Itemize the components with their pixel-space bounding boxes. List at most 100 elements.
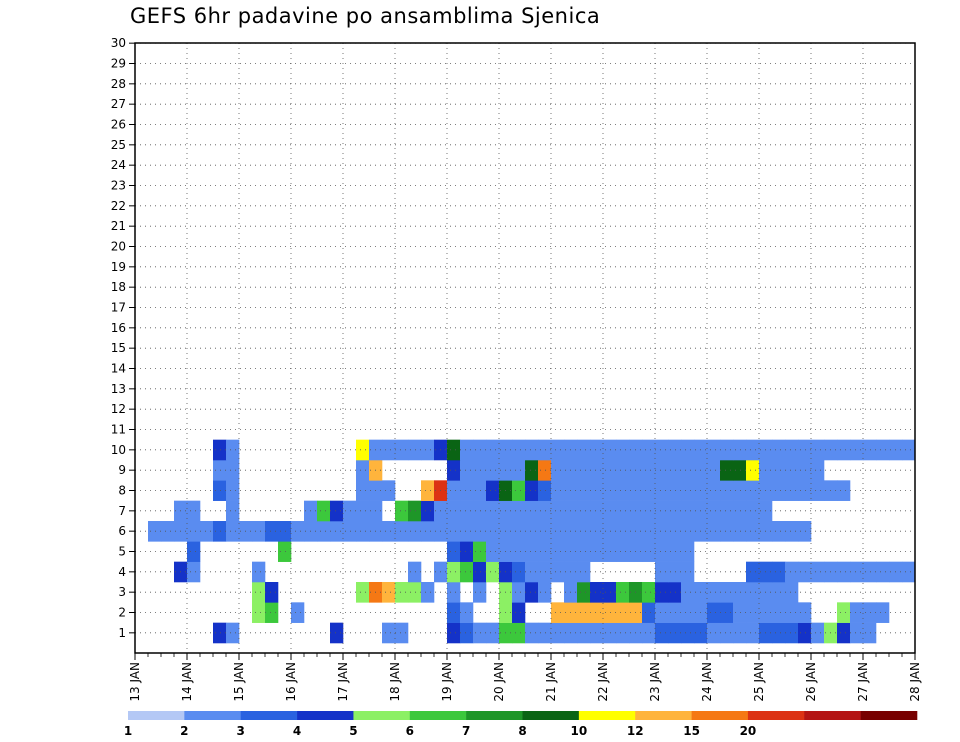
- heatmap-cell: [382, 439, 396, 461]
- heatmap-cell: [616, 541, 630, 562]
- colorbar-swatch: [635, 711, 692, 720]
- heatmap-cell: [551, 460, 565, 481]
- heatmap-cell: [668, 521, 682, 542]
- y-tick-label: 12: [111, 402, 126, 416]
- heatmap-cell: [655, 439, 669, 461]
- heatmap-cell: [525, 500, 539, 522]
- y-tick-label: 18: [111, 280, 126, 294]
- heatmap-cell: [421, 521, 435, 542]
- heatmap-cell: [512, 521, 526, 542]
- heatmap-cell: [551, 561, 565, 583]
- heatmap-cell: [785, 460, 799, 481]
- heatmap-cell: [447, 480, 461, 501]
- heatmap-cell: [226, 480, 240, 501]
- heatmap-cell: [850, 439, 864, 461]
- heatmap-cell: [291, 602, 305, 623]
- heatmap-cell: [213, 480, 227, 501]
- x-tick-label: 18 JAN: [388, 662, 402, 702]
- heatmap-cell: [590, 541, 604, 562]
- heatmap-cell: [681, 602, 695, 623]
- heatmap-cell: [525, 582, 539, 603]
- heatmap-cell: [681, 460, 695, 481]
- colorbar-swatch: [747, 711, 805, 720]
- heatmap-cell: [447, 500, 461, 522]
- heatmap-cell: [148, 521, 162, 542]
- heatmap-cell: [681, 622, 695, 644]
- heatmap-cell: [681, 500, 695, 522]
- heatmap-cell: [187, 500, 201, 522]
- heatmap-cell: [668, 541, 682, 562]
- colorbar-swatch: [522, 711, 580, 720]
- heatmap-cell: [603, 582, 617, 603]
- heatmap-cell: [707, 480, 721, 501]
- heatmap-cell: [486, 460, 500, 481]
- heatmap-cell: [876, 602, 890, 623]
- heatmap-cell: [213, 439, 227, 461]
- heatmap-cell: [265, 521, 279, 542]
- heatmap-cell: [460, 541, 474, 562]
- heatmap-cell: [551, 541, 565, 562]
- heatmap-cell: [161, 521, 175, 542]
- colorbar-swatch: [578, 711, 636, 720]
- heatmap-cell: [460, 439, 474, 461]
- heatmap-cell: [616, 460, 630, 481]
- heatmap-cell: [863, 561, 877, 583]
- heatmap-cell: [616, 622, 630, 644]
- heatmap-cell: [447, 460, 461, 481]
- heatmap-cell: [681, 480, 695, 501]
- heatmap-cell: [395, 439, 409, 461]
- heatmap-cell: [837, 480, 851, 501]
- heatmap-cell: [707, 582, 721, 603]
- heatmap-cell: [486, 480, 500, 501]
- heatmap-cell: [187, 521, 201, 542]
- heatmap-cell: [681, 541, 695, 562]
- heatmap-cell: [577, 521, 591, 542]
- heatmap-cell: [226, 521, 240, 542]
- colorbar-swatch: [409, 711, 467, 720]
- heatmap-cell: [603, 500, 617, 522]
- heatmap-cell: [772, 561, 786, 583]
- heatmap-cell: [798, 561, 812, 583]
- y-tick-label: 26: [111, 118, 126, 132]
- heatmap-cell: [317, 521, 331, 542]
- heatmap-cell: [746, 602, 760, 623]
- heatmap-cell: [720, 460, 734, 481]
- x-tick-label: 25 JAN: [752, 662, 766, 702]
- heatmap-cell: [733, 480, 747, 501]
- heatmap-cell: [460, 521, 474, 542]
- heatmap-cell: [538, 541, 552, 562]
- heatmap-cell: [707, 602, 721, 623]
- heatmap-cell: [577, 439, 591, 461]
- colorbar-swatch: [804, 711, 861, 720]
- heatmap-cell: [785, 521, 799, 542]
- heatmap-cell: [876, 561, 890, 583]
- heatmap-cell: [330, 521, 344, 542]
- heatmap-cell: [538, 622, 552, 644]
- heatmap-cell: [668, 500, 682, 522]
- heatmap-cell: [200, 521, 214, 542]
- heatmap-cell: [460, 602, 474, 623]
- heatmap-cell: [798, 439, 812, 461]
- heatmap-cell: [733, 582, 747, 603]
- colorbar-label: 20: [740, 724, 757, 738]
- y-tick-label: 10: [111, 443, 126, 457]
- heatmap-cell: [551, 439, 565, 461]
- x-tick-label: 20 JAN: [492, 662, 506, 702]
- heatmap-cell: [473, 561, 487, 583]
- heatmap-cell: [252, 602, 266, 623]
- heatmap-cell: [785, 439, 799, 461]
- heatmap-cell: [473, 480, 487, 501]
- heatmap-cell: [733, 521, 747, 542]
- heatmap-cell: [330, 500, 344, 522]
- heatmap-cell: [486, 622, 500, 644]
- colorbar-swatch: [466, 711, 523, 720]
- heatmap-cell: [265, 602, 279, 623]
- heatmap-cell: [590, 460, 604, 481]
- heatmap-cell: [278, 541, 292, 562]
- heatmap-cell: [447, 602, 461, 623]
- heatmap-cell: [590, 521, 604, 542]
- heatmap-cell: [421, 439, 435, 461]
- heatmap-cell: [421, 500, 435, 522]
- heatmap-cell: [525, 521, 539, 542]
- heatmap-cell: [642, 622, 656, 644]
